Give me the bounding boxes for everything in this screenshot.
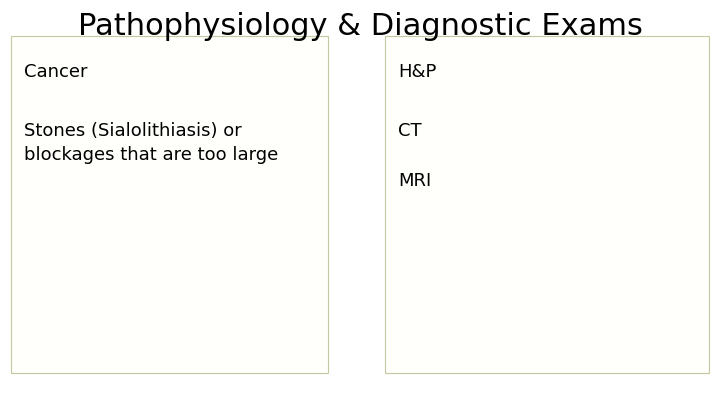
FancyBboxPatch shape [11,36,328,373]
Text: CT: CT [398,122,422,139]
Text: Cancer: Cancer [24,63,87,81]
Text: H&P: H&P [398,63,436,81]
Text: MRI: MRI [398,172,431,190]
FancyBboxPatch shape [385,36,709,373]
Text: Pathophysiology & Diagnostic Exams: Pathophysiology & Diagnostic Exams [78,12,642,41]
Text: Stones (Sialolithiasis) or
blockages that are too large: Stones (Sialolithiasis) or blockages tha… [24,122,278,164]
